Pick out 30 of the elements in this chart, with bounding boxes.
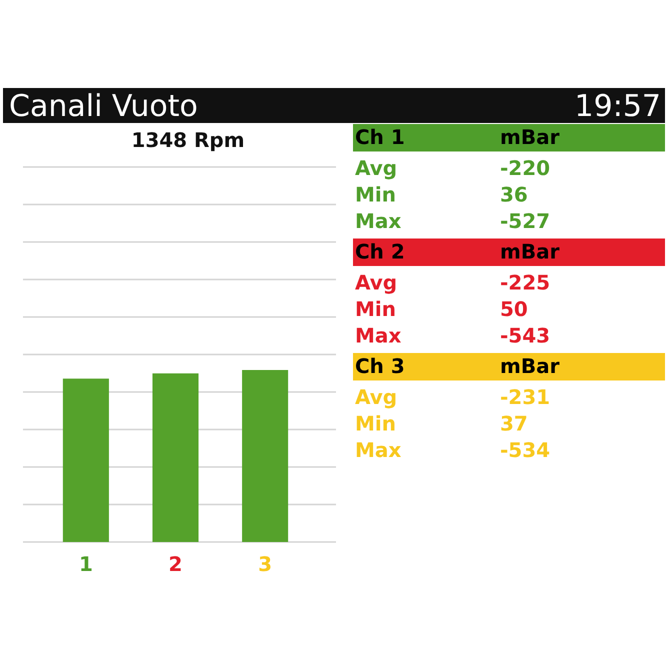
data-label: 36 [500, 182, 528, 206]
category-label: Avg [355, 270, 398, 294]
data-label: -527 [500, 209, 550, 233]
category-label: Max [355, 209, 402, 233]
data-label: 50 [500, 297, 528, 321]
data-label: -543 [500, 324, 550, 348]
category-label: Max [355, 324, 402, 348]
text: 19:57 [574, 89, 661, 124]
x-tick-label: 2 [168, 552, 182, 576]
chart-title: 1348 Rpm [131, 128, 245, 152]
category-label: Min [355, 412, 396, 436]
data-label: -225 [500, 270, 550, 294]
text: Canali Vuoto [9, 89, 198, 124]
legend-label: Ch 2 [355, 240, 405, 264]
text: mBar [500, 125, 560, 149]
legend-label: Ch 3 [355, 354, 405, 378]
x-tick-label: 1 [78, 552, 93, 576]
data-label: -231 [500, 385, 550, 409]
category-label: Min [355, 182, 396, 206]
text: mBar [500, 354, 560, 378]
x-tick-label: 3 [258, 552, 272, 576]
data-label: 37 [500, 412, 528, 436]
data-label: -534 [500, 438, 550, 462]
data-label: -220 [500, 156, 550, 180]
category-label: Max [355, 438, 402, 462]
category-label: Avg [355, 385, 398, 409]
category-label: Min [355, 297, 396, 321]
text: mBar [500, 240, 560, 264]
legend-label: Ch 1 [355, 125, 405, 149]
category-label: Avg [355, 156, 398, 180]
